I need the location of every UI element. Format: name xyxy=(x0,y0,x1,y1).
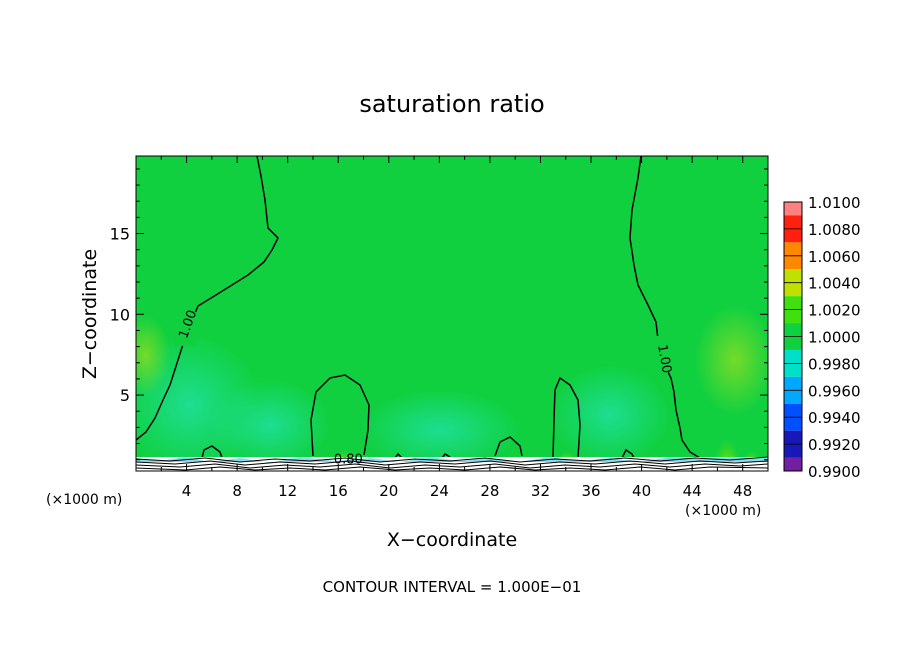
x-tick-label: 8 xyxy=(232,482,242,500)
contour-label: 0.80 xyxy=(334,453,363,468)
colorbar-segment xyxy=(784,309,802,324)
ground-contour xyxy=(136,466,768,471)
contour-line xyxy=(441,453,451,459)
colorbar-label: 1.0040 xyxy=(808,275,861,293)
moist-zone xyxy=(210,380,330,470)
contour-line xyxy=(394,452,403,459)
contour-line xyxy=(621,448,635,459)
moist-zone xyxy=(550,365,670,465)
x-tick-label: 36 xyxy=(581,482,600,500)
x-tick-label: 24 xyxy=(430,482,449,500)
x-axis-label: X−coordinate xyxy=(387,529,517,551)
x-tick-label: 12 xyxy=(278,482,297,500)
y-axis: 5 10 15 xyxy=(110,168,768,461)
colorbar-segment xyxy=(784,296,802,310)
lime-zone xyxy=(136,315,170,395)
colorbar-label: 0.9900 xyxy=(808,463,861,481)
colorbar-segment xyxy=(784,390,802,404)
plot-area xyxy=(136,156,768,471)
x-tick-label: 20 xyxy=(379,482,398,500)
colorbar-segment xyxy=(784,228,802,243)
colorbar-segment xyxy=(784,349,802,364)
contour-interval-note: CONTOUR INTERVAL = 1.000E−01 xyxy=(323,578,582,596)
colorbar-segment xyxy=(784,215,802,229)
x-unit-right: (×1000 m) xyxy=(685,503,761,519)
y-tick-label: 5 xyxy=(120,386,130,405)
ground-contour xyxy=(136,456,768,463)
colorbar-segment xyxy=(784,430,802,445)
contour-line xyxy=(201,445,223,459)
y-tick-label: 10 xyxy=(110,305,130,324)
colorbar-label: 1.0080 xyxy=(808,221,861,239)
colorbar-segment xyxy=(784,255,802,270)
colorbar: 0.9900 0.9920 0.9940 0.9960 0.9980 1.0000 1.00… xyxy=(783,194,861,481)
colorbar-label: 0.9960 xyxy=(808,382,861,400)
contour-label: 1.00 xyxy=(654,343,674,374)
colorbar-label: 0.9920 xyxy=(808,436,861,454)
chart-title: saturation ratio xyxy=(359,90,544,118)
contour-line xyxy=(136,156,279,441)
ground-layer xyxy=(136,456,768,471)
colorbar-segment xyxy=(784,403,802,418)
ground-contour xyxy=(136,460,768,466)
warm-spot xyxy=(713,402,741,471)
x-tick-label: 16 xyxy=(329,482,348,500)
x-tick-label: 4 xyxy=(182,482,192,500)
ground-contour xyxy=(136,463,768,469)
x-tick-label: 44 xyxy=(683,482,702,500)
contour-label-bg xyxy=(648,336,668,374)
colorbar-segment xyxy=(784,444,802,458)
colorbar-segment xyxy=(784,202,802,216)
colorbar-label: 1.0000 xyxy=(808,329,861,347)
x-unit-left: (×1000 m) xyxy=(46,492,122,508)
x-tick-label: 48 xyxy=(733,482,752,500)
plot-frame xyxy=(135,155,769,472)
x-axis: 4 8 12 16 20 24 28 32 36 40 44 48 xyxy=(160,156,752,500)
moist-zone xyxy=(360,390,520,470)
colorbar-label: 1.0020 xyxy=(808,302,861,320)
contour-line xyxy=(310,374,370,457)
x-tick-label: 40 xyxy=(632,482,651,500)
contour-line xyxy=(494,436,523,457)
ground-edge xyxy=(136,457,768,463)
colorbar-label: 0.9980 xyxy=(808,355,861,373)
colorbar-segment xyxy=(784,282,802,297)
colorbar-segment xyxy=(784,269,802,283)
contour-label-bg xyxy=(174,312,196,346)
contour-line xyxy=(552,376,581,459)
lime-zone xyxy=(695,305,768,415)
colorbar-segment xyxy=(784,242,802,256)
y-axis-label: Z−coordinate xyxy=(79,249,101,379)
colorbar-segment xyxy=(784,363,802,377)
colorbar-segment xyxy=(784,376,802,391)
y-tick-label: 15 xyxy=(110,225,130,244)
colorbar-segment xyxy=(784,323,802,337)
colorbar-label: 0.9940 xyxy=(808,409,861,427)
colorbar-segment xyxy=(784,457,802,471)
contour-labels: 1.001.000.80 xyxy=(176,308,674,467)
colorbar-label: 1.0100 xyxy=(808,194,861,212)
colorbar-segment xyxy=(784,417,802,431)
colorbar-segment xyxy=(784,336,802,350)
x-tick-label: 32 xyxy=(531,482,550,500)
colorbar-label: 1.0060 xyxy=(808,248,861,266)
x-tick-label: 28 xyxy=(480,482,499,500)
